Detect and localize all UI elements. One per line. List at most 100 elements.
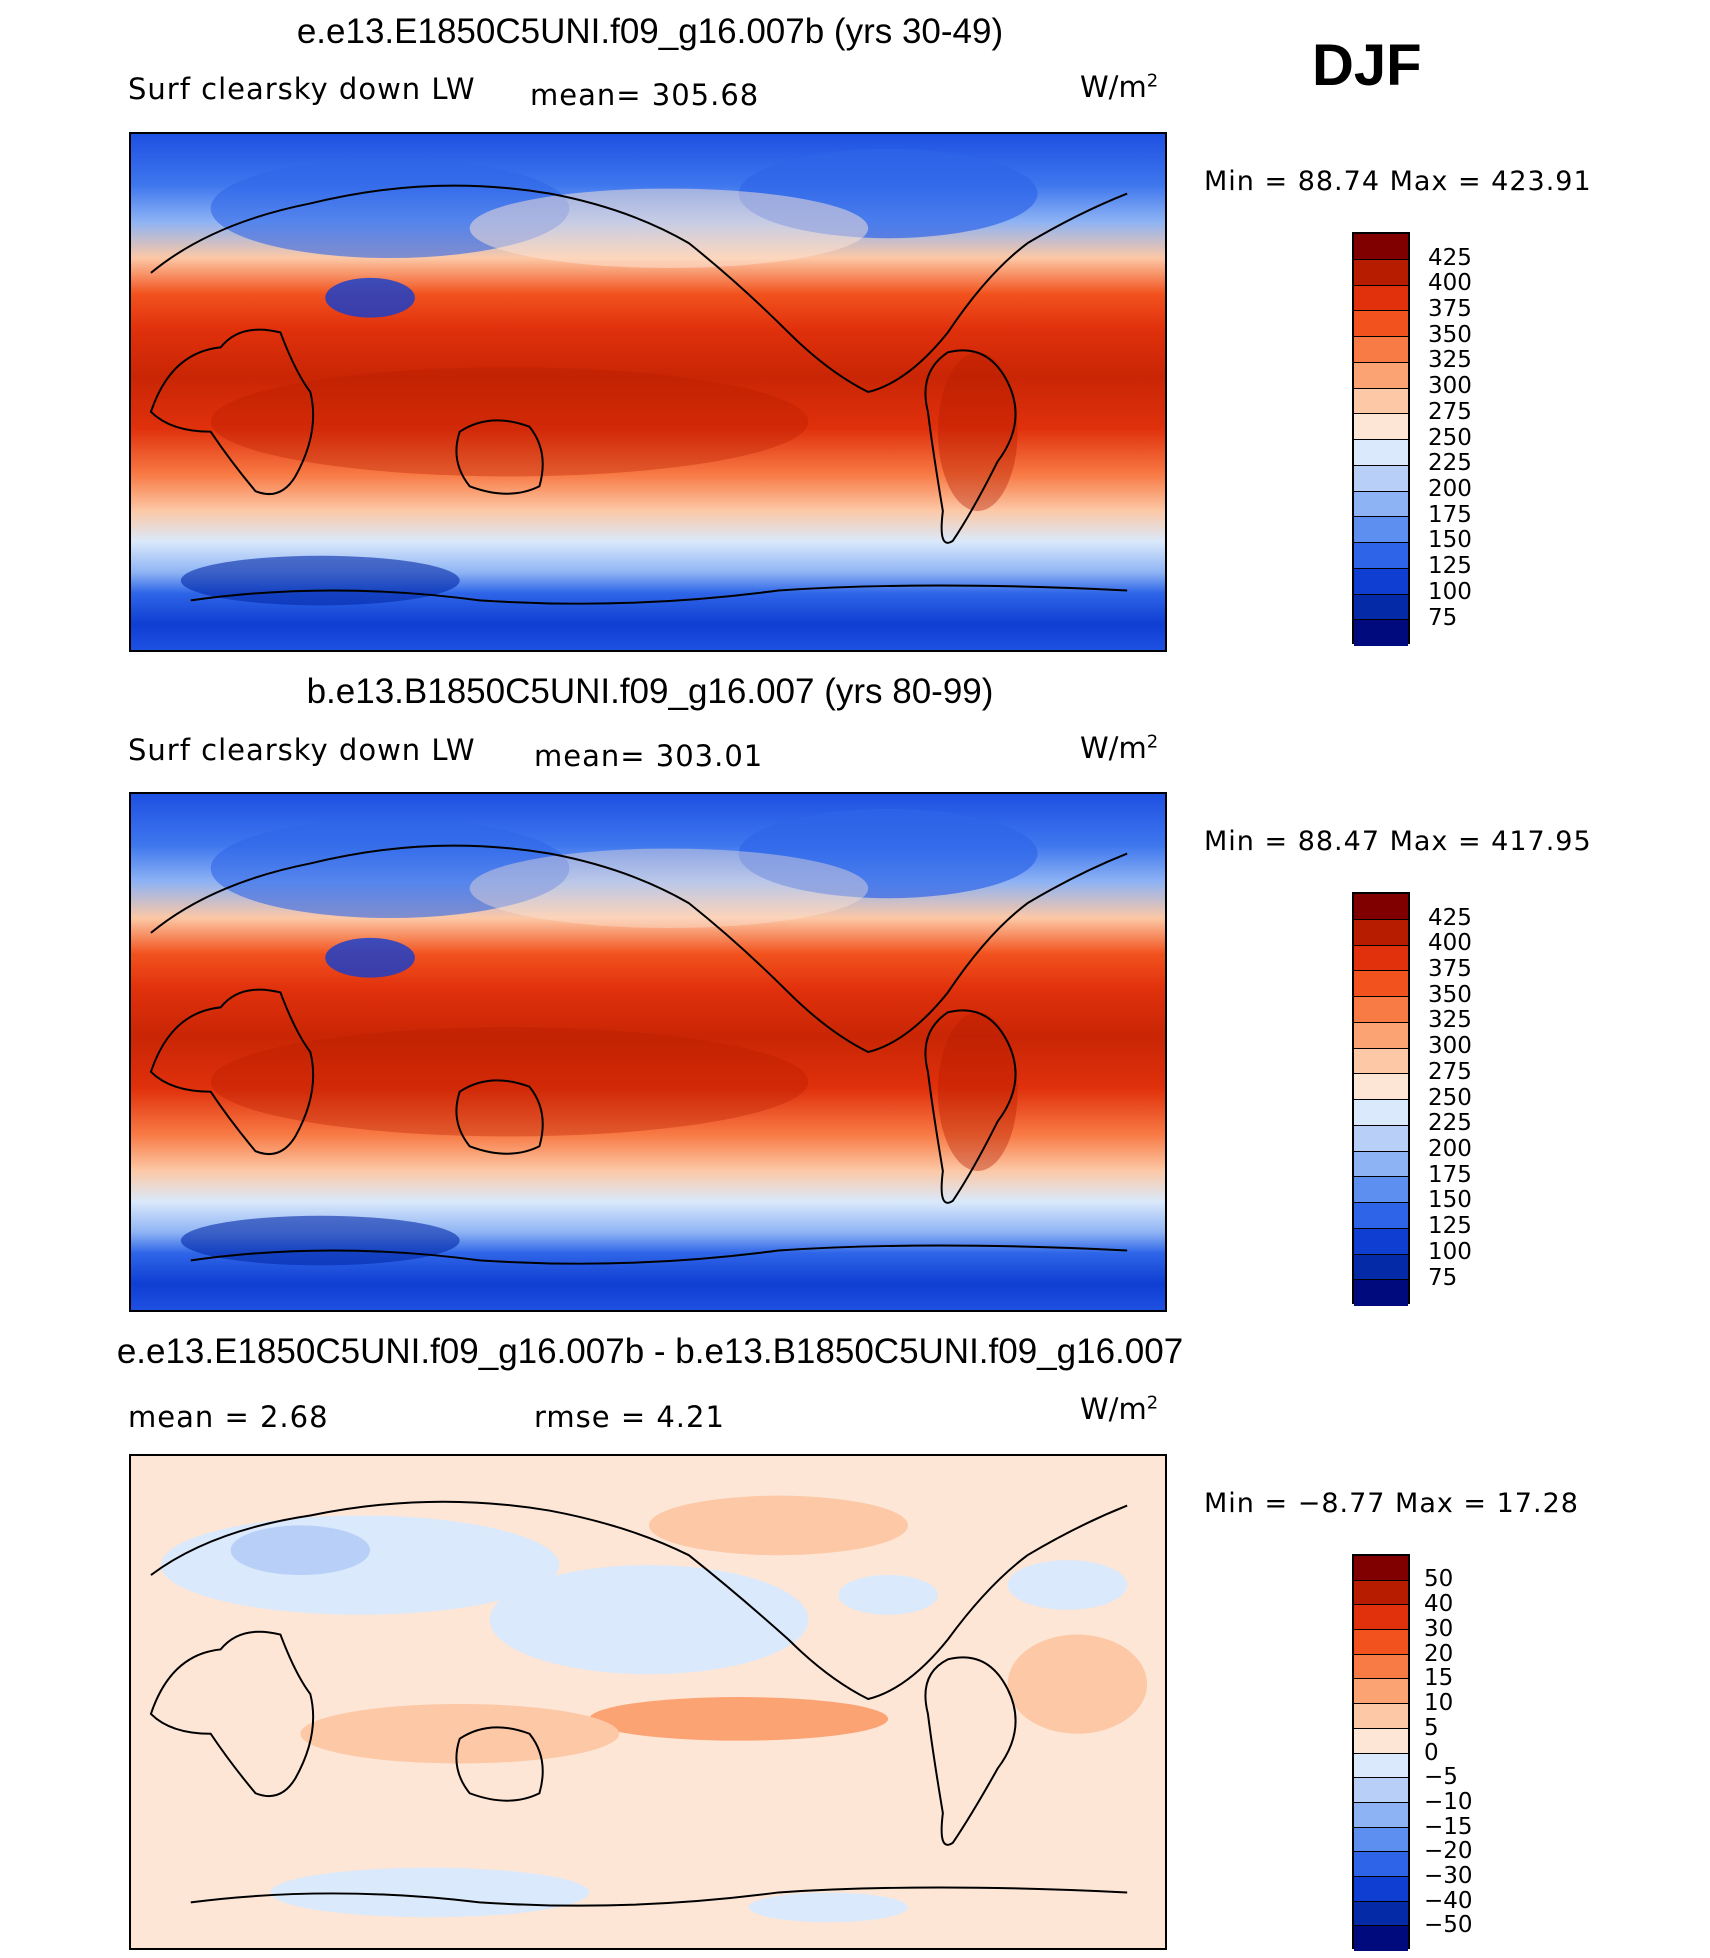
panel3-colorbar-segment — [1354, 1802, 1408, 1828]
panel3-colorbar-label: 5 — [1424, 1715, 1439, 1741]
panel2-colorbar-segment — [1354, 1177, 1408, 1203]
panel1-map-field — [131, 134, 1165, 650]
panel1-colorbar-label: 75 — [1428, 605, 1458, 631]
season-label: DJF — [1312, 33, 1422, 98]
panel3-colorbar-segment — [1354, 1605, 1408, 1631]
panel2-colorbar-label: 150 — [1428, 1187, 1472, 1213]
panel3-colorbar-segment — [1354, 1654, 1408, 1680]
panel3-colorbar-label: 50 — [1424, 1566, 1454, 1592]
panel2-colorbar-label: 125 — [1428, 1213, 1472, 1239]
panel2-colorbar — [1352, 892, 1410, 1306]
panel2-colorbar-segment — [1354, 1022, 1408, 1049]
panel1-units: W/m2 — [1080, 70, 1159, 104]
panel1-colorbar-label: 425 — [1428, 245, 1472, 271]
panel1-colorbar-label: 300 — [1428, 373, 1472, 399]
panel1-colorbar-segment — [1354, 620, 1408, 646]
panel2-colorbar-label: 350 — [1428, 982, 1472, 1008]
panel2-colorbar-segment — [1354, 1228, 1408, 1255]
panel3-mean: mean = 2.68 — [128, 1400, 329, 1434]
panel2-colorbar-label: 400 — [1428, 930, 1472, 956]
panel1-colorbar-segment — [1354, 285, 1408, 312]
panel2-colorbar-segment — [1354, 945, 1408, 972]
panel1-colorbar-segment — [1354, 414, 1408, 440]
panel3-colorbar-label: 30 — [1424, 1616, 1454, 1642]
panel2-colorbar-label: 275 — [1428, 1059, 1472, 1085]
panel1-colorbar-label: 400 — [1428, 270, 1472, 296]
panel1-colorbar-label: 175 — [1428, 502, 1472, 528]
panel2-colorbar-segment — [1354, 1074, 1408, 1100]
panel2-minmax: Min = 88.47 Max = 417.95 — [1204, 826, 1592, 857]
panel1-colorbar-segment — [1354, 543, 1408, 569]
panel2-colorbar-label: 250 — [1428, 1085, 1472, 1111]
panel2-colorbar-segment — [1354, 894, 1408, 920]
panel1-colorbar-segment — [1354, 465, 1408, 492]
panel1-colorbar-segment — [1354, 259, 1408, 286]
panel3-colorbar-label: −50 — [1424, 1912, 1473, 1938]
panel3-colorbar-label: 20 — [1424, 1641, 1454, 1667]
panel1-title: e.e13.E1850C5UNI.f09_g16.007b (yrs 30-49… — [296, 12, 1004, 51]
panel1-colorbar-label: 375 — [1428, 296, 1472, 322]
panel2-colorbar-segment — [1354, 1100, 1408, 1126]
panel3-colorbar-label: −5 — [1424, 1764, 1458, 1790]
panel3-colorbar-label: −40 — [1424, 1888, 1473, 1914]
panel3-colorbar-segment — [1354, 1580, 1408, 1606]
panel2-colorbar-label: 375 — [1428, 956, 1472, 982]
panel1-variable: Surf clearsky down LW — [128, 72, 476, 106]
panel1-colorbar-segment — [1354, 517, 1408, 543]
panel2-mean: mean= 303.01 — [534, 739, 764, 773]
panel2-colorbar-label: 325 — [1428, 1007, 1472, 1033]
panel2-map-field — [131, 794, 1165, 1310]
panel3-colorbar-segment — [1354, 1926, 1408, 1951]
panel3-map-field — [131, 1456, 1165, 1948]
panel2-colorbar-segment — [1354, 1125, 1408, 1152]
panel1-colorbar-segment — [1354, 568, 1408, 595]
panel1-colorbar-segment — [1354, 440, 1408, 466]
panel1-minmax: Min = 88.74 Max = 423.91 — [1204, 166, 1592, 197]
panel2-colorbar-label: 100 — [1428, 1239, 1472, 1265]
panel3-rmse: rmse = 4.21 — [534, 1400, 725, 1434]
panel3-colorbar-segment — [1354, 1556, 1408, 1581]
panel2-colorbar-label: 175 — [1428, 1162, 1472, 1188]
panel3-colorbar-segment — [1354, 1753, 1408, 1779]
panel2-variable: Surf clearsky down LW — [128, 733, 476, 767]
panel1-colorbar-segment — [1354, 337, 1408, 363]
panel1-colorbar-label: 350 — [1428, 322, 1472, 348]
panel3-colorbar-segment — [1354, 1778, 1408, 1803]
panel3-colorbar-segment — [1354, 1852, 1408, 1877]
panel1-colorbar-segment — [1354, 234, 1408, 260]
panel2-map — [129, 792, 1167, 1312]
panel1-colorbar-label: 200 — [1428, 476, 1472, 502]
panel2-colorbar-label: 225 — [1428, 1110, 1472, 1136]
panel3-colorbar-label: 15 — [1424, 1665, 1454, 1691]
panel2-colorbar-segment — [1354, 919, 1408, 946]
panel1-colorbar-label: 275 — [1428, 399, 1472, 425]
panel3-units: W/m2 — [1080, 1392, 1159, 1426]
panel2-colorbar-label: 425 — [1428, 905, 1472, 931]
panel2-title: b.e13.B1850C5UNI.f09_g16.007 (yrs 80-99) — [306, 672, 994, 711]
panel1-colorbar-segment — [1354, 362, 1408, 389]
panel2-colorbar-label: 200 — [1428, 1136, 1472, 1162]
panel2-colorbar-segment — [1354, 971, 1408, 997]
panel3-minmax: Min = −8.77 Max = 17.28 — [1204, 1488, 1579, 1519]
panel3-colorbar-label: 40 — [1424, 1591, 1454, 1617]
panel2-colorbar-segment — [1354, 1151, 1408, 1178]
panel1-map — [129, 132, 1167, 652]
panel1-colorbar-segment — [1354, 388, 1408, 415]
panel1-colorbar-segment — [1354, 311, 1408, 337]
panel3-colorbar-segment — [1354, 1704, 1408, 1729]
panel3-colorbar-label: −10 — [1424, 1789, 1473, 1815]
panel1-colorbar-label: 100 — [1428, 579, 1472, 605]
panel3-colorbar-segment — [1354, 1630, 1408, 1655]
panel1-colorbar — [1352, 232, 1410, 646]
panel3-colorbar-segment — [1354, 1728, 1408, 1754]
panel2-colorbar-label: 75 — [1428, 1265, 1458, 1291]
panel1-colorbar-segment — [1354, 594, 1408, 621]
panel2-colorbar-segment — [1354, 1254, 1408, 1281]
panel3-colorbar — [1352, 1554, 1410, 1951]
panel3-colorbar-label: −20 — [1424, 1838, 1473, 1864]
panel1-colorbar-label: 150 — [1428, 527, 1472, 553]
panel2-units: W/m2 — [1080, 731, 1159, 765]
panel3-colorbar-label: −30 — [1424, 1863, 1473, 1889]
panel1-colorbar-label: 325 — [1428, 347, 1472, 373]
panel3-colorbar-segment — [1354, 1901, 1408, 1927]
